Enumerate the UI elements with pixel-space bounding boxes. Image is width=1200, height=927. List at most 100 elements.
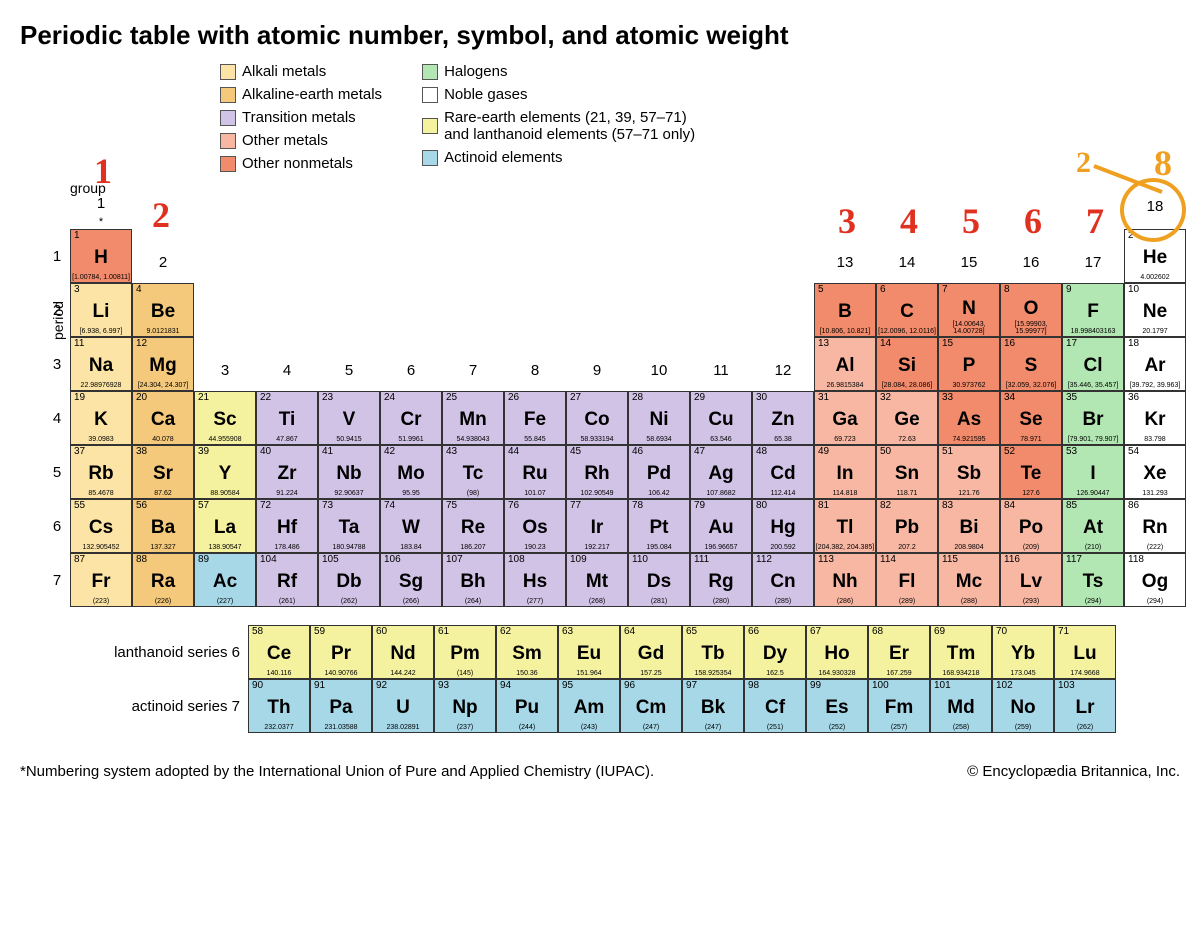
element-symbol: Ca — [133, 410, 193, 429]
legend-label: Halogens — [444, 63, 507, 80]
atomic-weight: (251) — [745, 724, 805, 731]
element-cell: 12Mg[24.304, 24.307] — [132, 337, 194, 391]
atomic-number: 55 — [71, 501, 131, 511]
atomic-weight: (293) — [1001, 598, 1061, 605]
atomic-weight: [6.938, 6.997] — [71, 328, 131, 335]
atomic-weight: 196.96657 — [691, 544, 751, 551]
group-number: 13 — [814, 252, 876, 274]
atomic-number: 15 — [939, 339, 999, 349]
element-cell: 14Si[28.084, 28.086] — [876, 337, 938, 391]
element-cell: 39Y88.90584 — [194, 445, 256, 499]
element-cell: 57La138.90547 — [194, 499, 256, 553]
group-axis-label: group — [70, 180, 132, 196]
atomic-number: 70 — [993, 627, 1053, 637]
legend-item: Actinoid elements — [422, 149, 695, 166]
element-cell: 94Pu(244) — [496, 679, 558, 733]
atomic-number: 88 — [133, 555, 193, 565]
element-cell: 59Pr140.90766 — [310, 625, 372, 679]
atomic-number: 71 — [1055, 627, 1115, 637]
atomic-number: 97 — [683, 681, 743, 691]
element-symbol: Gd — [621, 644, 681, 663]
element-cell: 87Fr(223) — [70, 553, 132, 607]
atomic-number: 96 — [621, 681, 681, 691]
element-cell: 101Md(258) — [930, 679, 992, 733]
element-symbol: Pm — [435, 644, 495, 663]
element-symbol: Sc — [195, 410, 255, 429]
group-number: 2 — [132, 252, 194, 274]
atomic-number: 101 — [931, 681, 991, 691]
legend-item: Alkaline-earth metals — [220, 86, 382, 103]
atomic-number: 49 — [815, 447, 875, 457]
atomic-weight: (258) — [931, 724, 991, 731]
element-symbol: Sg — [381, 572, 441, 591]
atomic-weight: (280) — [691, 598, 751, 605]
atomic-weight: (252) — [807, 724, 867, 731]
element-cell: 1H[1.00784, 1.00811] — [70, 229, 132, 283]
periodic-table: period group1*1812345671H[1.00784, 1.008… — [48, 180, 1180, 733]
atomic-weight: (294) — [1063, 598, 1123, 605]
element-symbol: Rn — [1125, 518, 1185, 537]
atomic-weight: (262) — [319, 598, 379, 605]
legend-item: Rare-earth elements (21, 39, 57–71) and … — [422, 109, 695, 143]
element-symbol: Dy — [745, 644, 805, 663]
element-symbol: Cf — [745, 698, 805, 717]
atomic-number: 69 — [931, 627, 991, 637]
element-symbol: Ne — [1125, 302, 1185, 321]
element-cell: 83Bi208.9804 — [938, 499, 1000, 553]
element-symbol: Bk — [683, 698, 743, 717]
element-cell: 118Og(294) — [1124, 553, 1186, 607]
atomic-weight: 144.242 — [373, 670, 433, 677]
element-symbol: I — [1063, 464, 1123, 483]
element-symbol: U — [373, 698, 433, 717]
element-symbol: Rg — [691, 572, 751, 591]
atomic-weight: 83.798 — [1125, 436, 1185, 443]
atomic-number: 5 — [815, 285, 875, 295]
atomic-number: 112 — [753, 555, 813, 565]
element-cell: 5B[10.806, 10.821] — [814, 283, 876, 337]
atomic-number: 68 — [869, 627, 929, 637]
atomic-weight: 174.9668 — [1055, 670, 1115, 677]
element-cell: 51Sb121.76 — [938, 445, 1000, 499]
atomic-number: 44 — [505, 447, 565, 457]
atomic-weight: 167.259 — [869, 670, 929, 677]
atomic-number: 39 — [195, 447, 255, 457]
atomic-number: 105 — [319, 555, 379, 565]
element-symbol: Fm — [869, 698, 929, 717]
element-cell: 27Co58.933194 — [566, 391, 628, 445]
element-symbol: Am — [559, 698, 619, 717]
element-symbol: Es — [807, 698, 867, 717]
actinoid-series: actinoid series 790Th232.037791Pa231.035… — [48, 679, 1180, 733]
element-cell: 86Rn(222) — [1124, 499, 1186, 553]
legend-swatch — [220, 64, 236, 80]
atomic-number: 16 — [1001, 339, 1061, 349]
element-symbol: Th — [249, 698, 309, 717]
footnote: *Numbering system adopted by the Interna… — [20, 763, 654, 780]
atomic-weight: 168.934218 — [931, 670, 991, 677]
element-symbol: Ac — [195, 572, 255, 591]
element-symbol: F — [1063, 302, 1123, 321]
atomic-weight: [15.99903, 15.99977] — [1001, 321, 1061, 335]
atomic-weight: 112.414 — [753, 490, 813, 497]
atomic-number: 78 — [629, 501, 689, 511]
legend-item: Halogens — [422, 63, 695, 80]
element-cell: 24Cr51.9961 — [380, 391, 442, 445]
atomic-number: 26 — [505, 393, 565, 403]
element-cell: 47Ag107.8682 — [690, 445, 752, 499]
atomic-number: 58 — [249, 627, 309, 637]
element-symbol: Mt — [567, 572, 627, 591]
period-number: 3 — [48, 337, 70, 391]
atomic-weight: 231.03588 — [311, 724, 371, 731]
element-symbol: Ho — [807, 644, 867, 663]
atomic-number: 46 — [629, 447, 689, 457]
atomic-weight: (209) — [1001, 544, 1061, 551]
element-symbol: Ga — [815, 410, 875, 429]
element-cell: 110Ds(281) — [628, 553, 690, 607]
group-number: 6 — [380, 360, 442, 382]
element-cell: 71Lu174.9668 — [1054, 625, 1116, 679]
element-symbol: Bh — [443, 572, 503, 591]
atomic-weight: 18.998403163 — [1063, 328, 1123, 335]
element-symbol: Cd — [753, 464, 813, 483]
element-cell: 49In114.818 — [814, 445, 876, 499]
element-cell: 52Te127.6 — [1000, 445, 1062, 499]
element-symbol: Mn — [443, 410, 503, 429]
